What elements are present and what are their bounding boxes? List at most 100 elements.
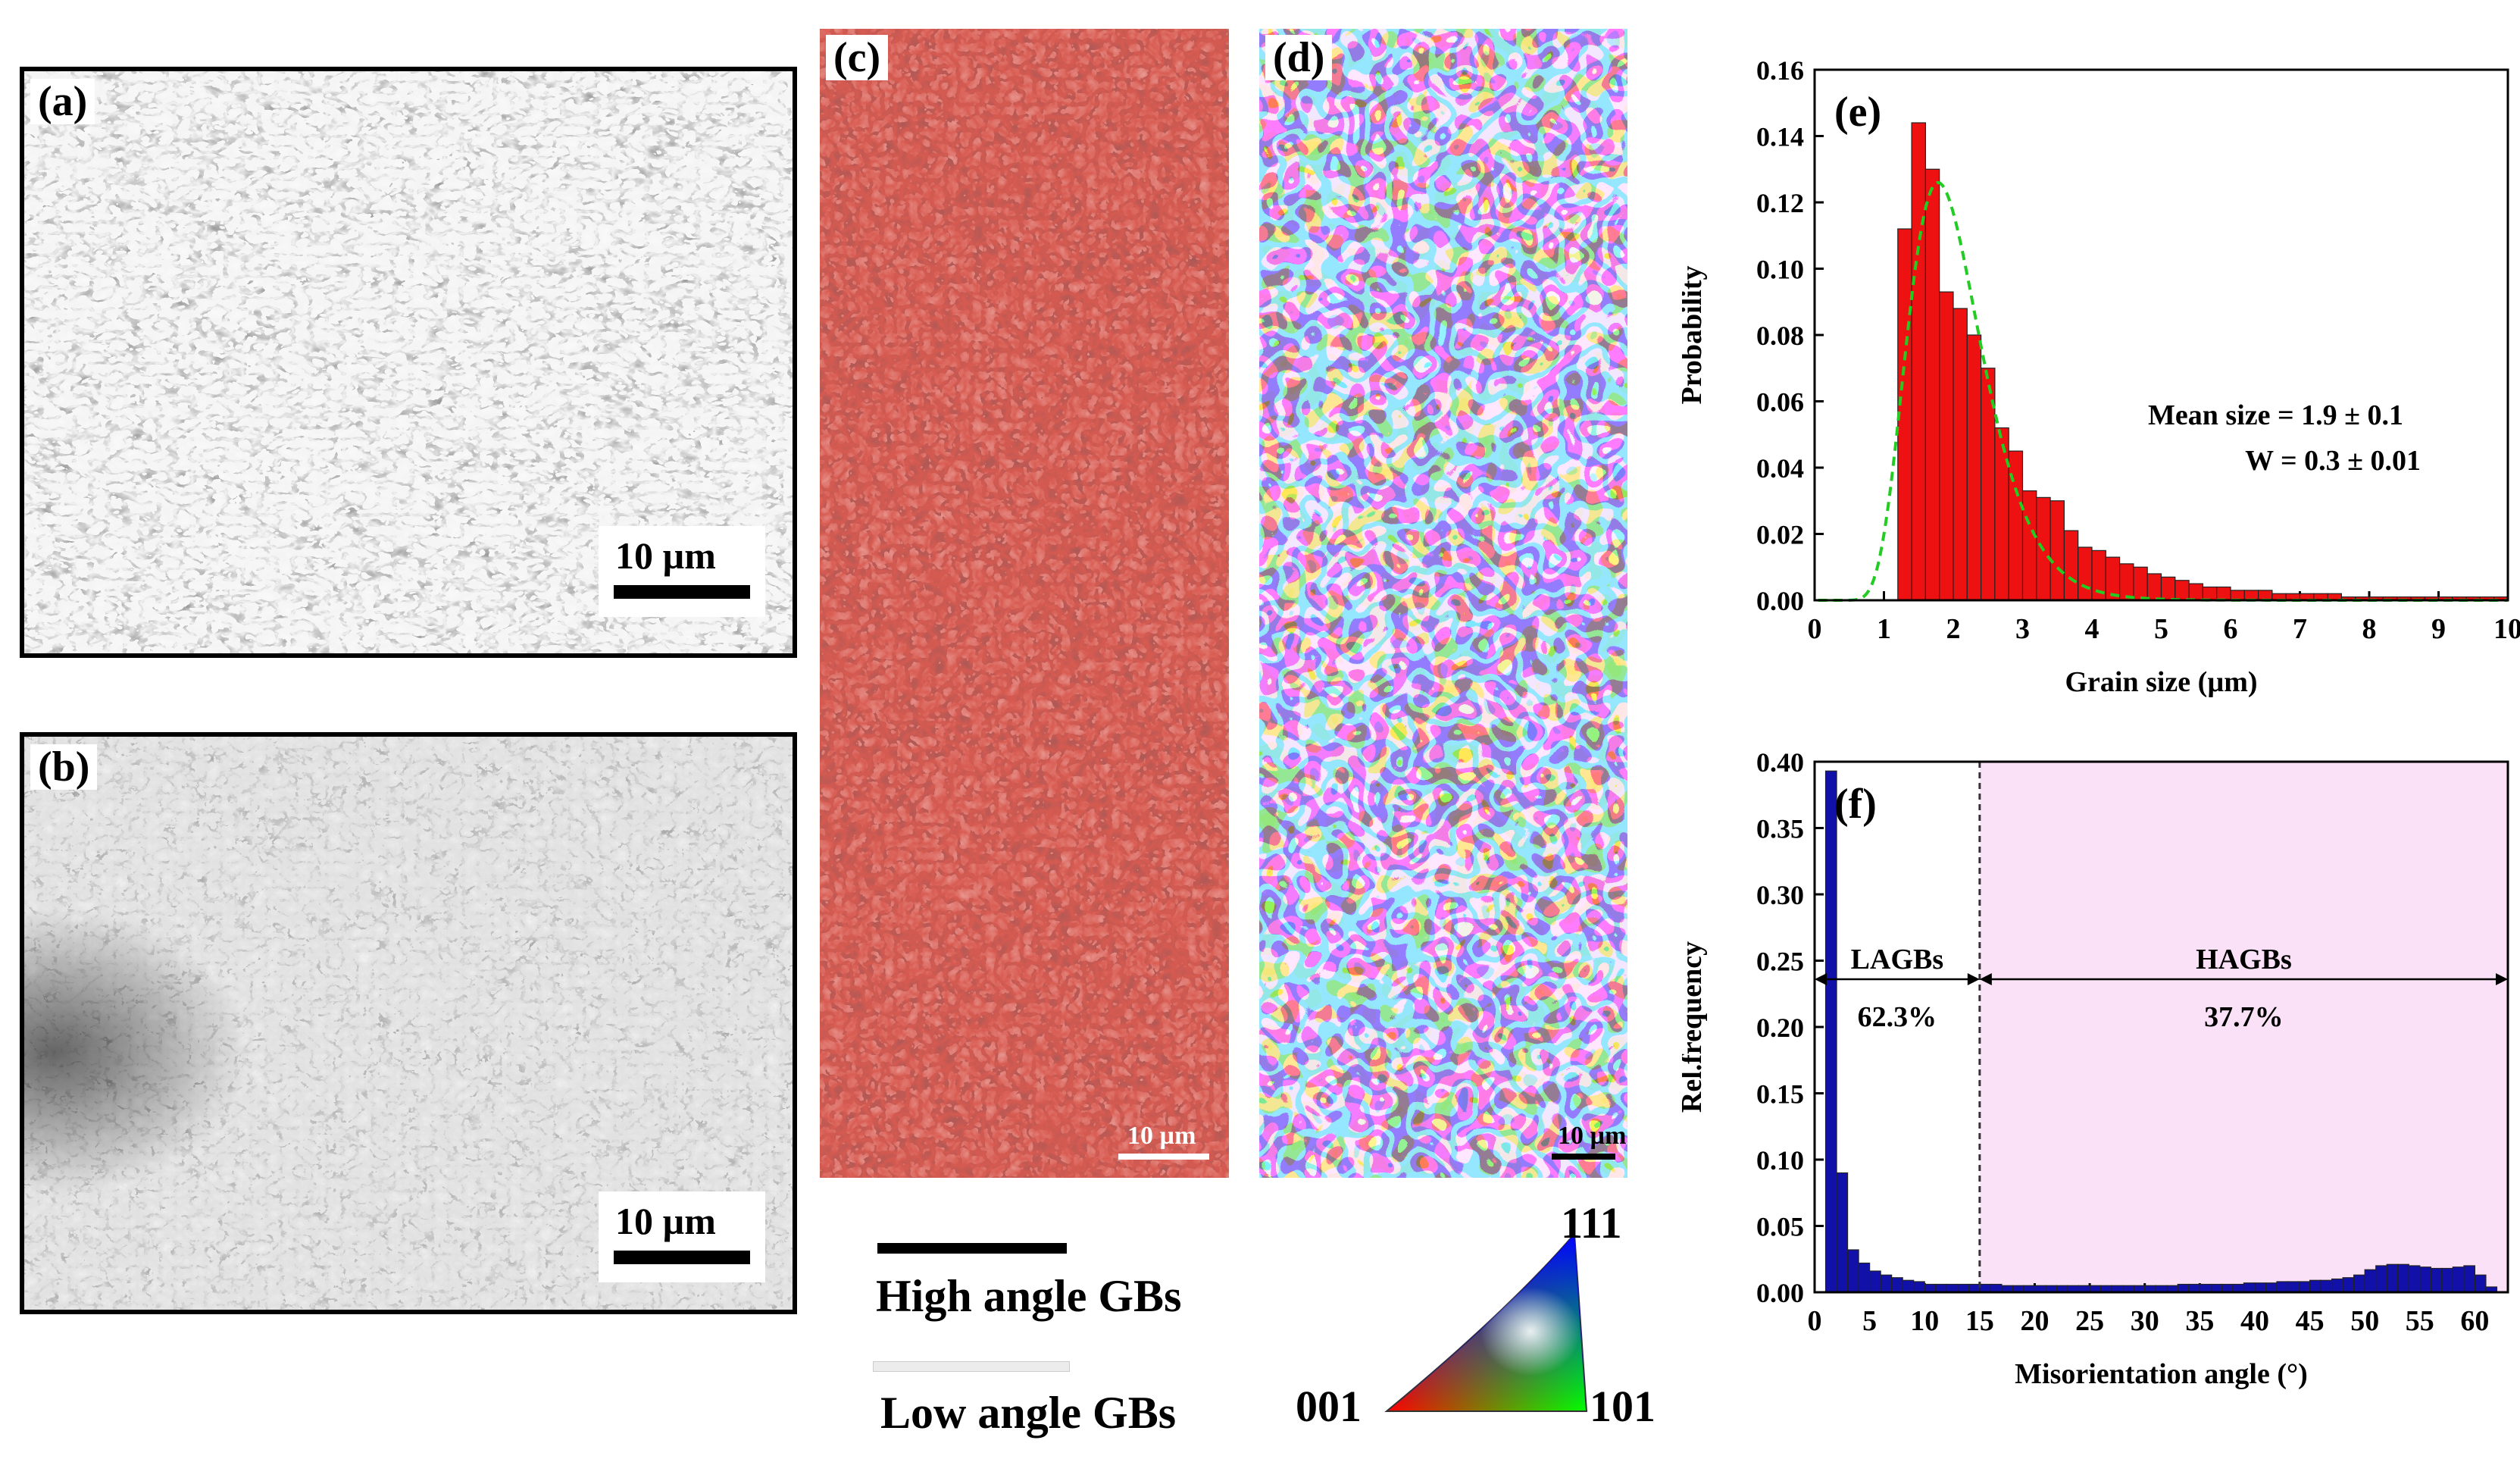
x-tick-label: 10 [1910,1305,1939,1337]
scalebar-a-bar [614,585,750,599]
region-arrow-head-right [2496,973,2508,985]
hagb-shaded-region [1979,762,2508,1292]
bar [1957,1283,1969,1293]
bar [2021,490,2037,601]
bar [2160,576,2176,601]
scalebar-c-bar [1118,1154,1209,1160]
bar [2078,546,2093,601]
x-tick-label: 8 [2362,613,2377,645]
x-tick-label: 20 [2020,1305,2049,1337]
region-name: LAGBs [1851,944,1943,975]
y-tick-label: 0.16 [1756,55,1804,86]
panel-label-e: (e) [1834,89,1881,136]
bar [2474,1274,2487,1293]
gb-legend-high-label: High angle GBs [876,1271,1182,1321]
bar [1913,1281,1925,1293]
x-tick-label: 55 [2406,1305,2434,1337]
bar [2049,500,2065,601]
bar [1858,1262,1871,1293]
bar [1891,1277,1903,1293]
bar [1966,334,1982,601]
y-tick-label: 0.20 [1756,1013,1804,1043]
y-tick-label: 0.02 [1756,520,1804,550]
x-tick-label: 10 [2493,613,2520,645]
micrograph-a: (a) 10 µm [20,67,797,658]
scalebar-c-label: 10 µm [1127,1122,1196,1150]
bar [2243,1282,2256,1293]
grain-size-bars [1897,122,2509,601]
bar [2342,1277,2355,1293]
bar [2463,1265,2476,1293]
region-name: HAGBs [2196,944,2292,975]
x-tick-label: 2 [1946,613,1961,645]
y-tick-label: 0.12 [1756,188,1804,218]
y-tick-label: 0.00 [1756,586,1804,616]
bar [2298,1281,2311,1293]
gb-legend-high-line [877,1243,1067,1254]
x-tick-label: 5 [2154,613,2168,645]
bar [1824,770,1837,1293]
bar [2320,1279,2333,1293]
panel-label-c: (c) [826,35,889,80]
grain-size-frame [1813,68,2509,602]
y-tick-label: 0.05 [1756,1212,1804,1242]
misorientation-chart-axes: 0 5 10 15 20 25 30 35 40 45 50 55 60 0.00 0.05 0.10 0.15… [1756,747,2489,1337]
y-tick-label: 0.25 [1756,947,1804,977]
bar [1939,291,1954,601]
x-tick-label: 0 [1808,1305,1822,1337]
x-tick-label: 25 [2075,1305,2104,1337]
bar [2331,1278,2343,1293]
x-tick-label: 30 [2131,1305,2159,1337]
bar [2216,586,2231,601]
ebsd-map-d: (d) 10 µm [1259,29,1627,1178]
bar [2408,1265,2421,1293]
y-tick-label: 0.30 [1756,880,1804,910]
bar [2188,583,2203,601]
bar [1946,1283,1959,1293]
bar [2177,1283,2190,1293]
bar [2232,1283,2245,1293]
scalebar-b-label: 10 µm [615,1200,716,1242]
x-tick-label: 3 [2015,613,2030,645]
region-arrow-head-right [1967,973,1980,985]
ipf-label-111: 111 [1561,1198,1622,1248]
scalebar-d-bar [1552,1154,1615,1160]
bar [2146,573,2162,601]
y-tick-label: 0.06 [1756,387,1804,418]
bar [1836,1172,1849,1293]
bar [2430,1267,2443,1293]
panel-label-a: (a) [30,79,95,124]
ipf-triangle [1384,1232,1588,1412]
misorientation-frame [1813,760,2509,1294]
gb-legend-low-label: Low angle GBs [880,1388,1177,1438]
grain-size-xlabel: Grain size (µm) [2065,666,2257,698]
bar [2175,580,2190,601]
y-tick-label: 0.14 [1756,122,1804,152]
ipf-label-001: 001 [1296,1382,1362,1431]
bar [1880,1274,1893,1293]
ipf-label-101: 101 [1590,1382,1656,1431]
region-percent: 37.7% [2204,1001,2284,1033]
bar [2118,563,2134,601]
bar [1994,427,2009,601]
ebsd-map-c-image [820,29,1229,1178]
bar [2199,1283,2212,1293]
bar [1869,1270,1881,1293]
x-tick-label: 0 [1808,613,1822,645]
region-annotations: LAGBs 62.3% HAGBs 37.7% [1815,944,2508,1033]
y-tick-label: 0.35 [1756,814,1804,844]
bar [1924,168,1940,601]
misorientation-ylabel: Rel.frequency [1682,941,1708,1113]
x-tick-label: 40 [2240,1305,2269,1337]
ipf-key: 001 101 111 [1296,1198,1682,1431]
misorientation-xlabel: Misorientation angle (°) [2015,1358,2308,1390]
x-tick-label: 7 [2293,613,2307,645]
bar [1979,1283,1991,1293]
y-tick-label: 0.10 [1756,1145,1804,1176]
grain-size-annotation-w: W = 0.3 ± 0.01 [2245,445,2421,477]
scalebar-b: 10 µm [599,1191,765,1282]
bar [2202,586,2218,601]
misorientation-chart: 0 5 10 15 20 25 30 35 40 45 50 55 60 0.00 0.05 0.10 0.15… [1682,747,2509,1390]
scalebar-a-label: 10 µm [615,534,716,577]
bar [2353,1274,2365,1293]
